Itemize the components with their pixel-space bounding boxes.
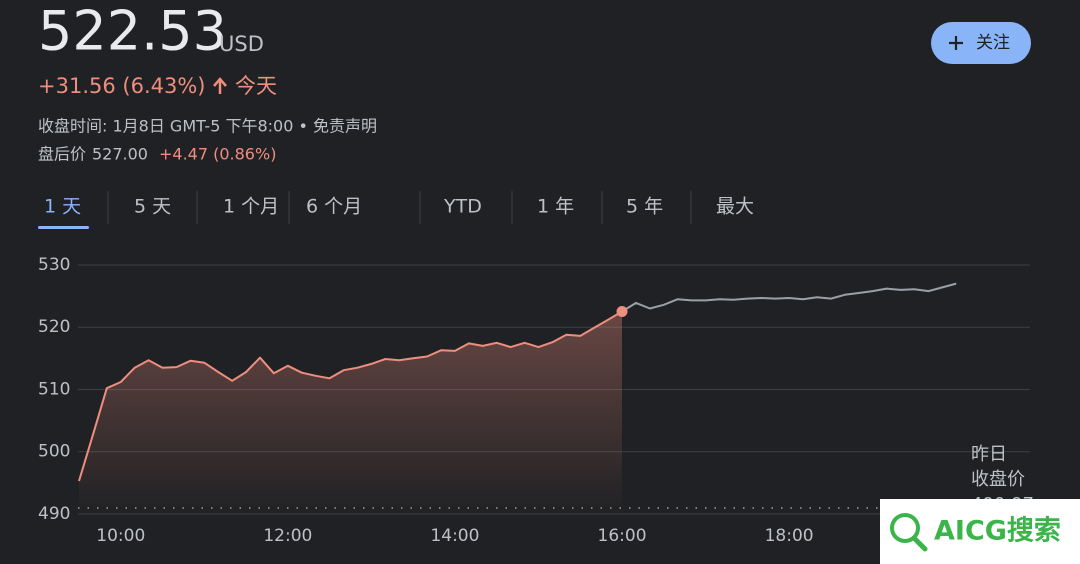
x-tick-label: 14:00 [430,526,479,546]
tab[interactable]: 最大 [716,196,754,218]
close-time: 收盘时间: 1月8日 GMT-5 下午8:00 • 免责声明 [38,117,377,136]
tab[interactable]: 1 个月 [223,196,279,218]
follow-button-bg[interactable] [931,22,1031,64]
x-tick-label: 18:00 [765,526,814,546]
y-tick-label: 530 [38,255,70,275]
x-tick-label: 16:00 [598,526,647,546]
area [79,311,622,514]
watermark-bg [880,499,1080,564]
line [78,310,623,482]
active-tab-indicator [38,226,89,229]
after-hours-price: 527.00 [92,145,148,164]
x-tick-label: 10:00 [96,526,145,546]
y-tick-label: 500 [38,442,70,462]
line [621,282,957,313]
watermark-icon-handle [911,535,928,552]
x-tick-label: 12:00 [263,526,312,546]
change: +31.56 (6.43%) [38,74,206,98]
watermark-text: AICG搜索 [934,516,1061,547]
after-hours-label: 盘后价 [38,145,86,164]
previous-close-label: 收盘价 [971,469,1025,490]
y-tick-label: 490 [38,504,70,524]
up-arrow [213,77,227,94]
tab[interactable]: 1 天 [44,196,81,218]
tab[interactable]: YTD [443,196,482,218]
price: 522.53 [38,0,227,63]
previous-close-label: 昨日 [971,444,1007,465]
currency: USD [219,32,264,56]
tab[interactable]: 6 个月 [306,196,362,218]
period: 今天 [235,74,277,98]
watermark: AICG搜索 [880,499,1080,564]
tab[interactable]: 5 天 [134,196,171,218]
follow-label[interactable]: 关注 [976,33,1010,53]
tab[interactable]: 1 年 [537,196,574,218]
after-hours-change: +4.47 (0.86%) [159,145,276,164]
follow-button[interactable]: 关注 [931,22,1031,64]
watermark-icon [890,513,920,543]
y-tick-label: 520 [38,317,70,337]
y-tick-label: 510 [38,379,70,399]
tab[interactable]: 5 年 [626,196,663,218]
plus-icon [949,36,963,50]
current-point [616,305,628,317]
